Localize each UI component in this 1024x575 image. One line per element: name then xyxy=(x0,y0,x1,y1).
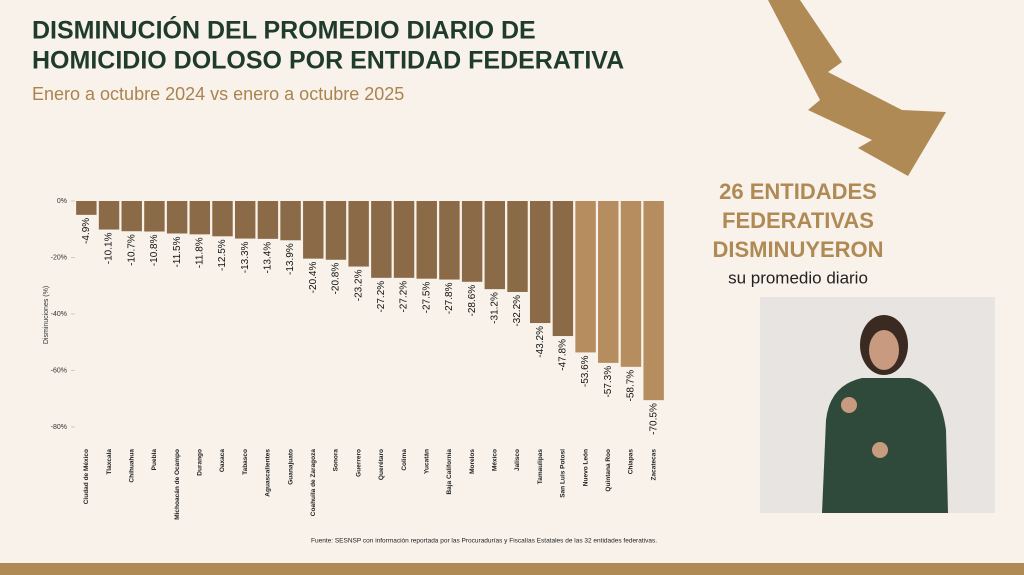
x-tick-label: Tamaulipas xyxy=(537,449,544,485)
bar xyxy=(598,201,619,363)
value-label: -11.5% xyxy=(172,236,183,267)
video-panel xyxy=(760,297,995,513)
bar xyxy=(280,201,301,241)
y-tick-label: 0% xyxy=(57,198,67,205)
bar xyxy=(620,201,642,367)
value-label: -47.8% xyxy=(558,339,569,371)
title-line: DISMINUCIÓN DEL PROMEDIO DIARIO DE xyxy=(32,15,536,45)
x-tick-label: Chihuahua xyxy=(128,449,135,483)
y-tick-label: -40% xyxy=(51,311,67,318)
bar xyxy=(393,201,415,278)
value-label: -70.5% xyxy=(648,403,659,435)
x-tick-label: Ciudad de México xyxy=(83,449,90,504)
x-tick-label: México xyxy=(492,449,499,471)
x-tick-label: Quintana Roo xyxy=(605,449,612,492)
bar xyxy=(371,201,392,278)
value-label: -32.2% xyxy=(512,295,523,327)
x-tick-label: Oaxaca xyxy=(219,449,226,473)
bar xyxy=(552,201,574,337)
y-tick-label: -20% xyxy=(51,254,67,261)
x-tick-label: San Luis Potosí xyxy=(560,449,567,498)
value-label: -23.2% xyxy=(353,269,364,301)
value-label: -43.2% xyxy=(535,326,546,358)
x-tick-label: Aguascalientes xyxy=(265,449,272,497)
value-label: -57.3% xyxy=(603,366,614,398)
x-tick-label: Guanajuato xyxy=(287,449,294,485)
x-tick-label: Morelos xyxy=(469,449,476,474)
x-tick-label: Chiapas xyxy=(628,449,635,475)
value-label: -27.2% xyxy=(376,281,387,313)
y-tick-label: -60% xyxy=(51,367,67,374)
x-tick-label: Colima xyxy=(401,449,408,471)
bar xyxy=(121,201,142,232)
bar xyxy=(643,201,664,401)
value-label: -10.1% xyxy=(104,232,115,264)
highlight-line: FEDERATIVAS xyxy=(722,208,874,233)
highlight-sub: su promedio diario xyxy=(728,268,868,287)
value-label: -13.3% xyxy=(240,241,251,273)
x-tick-label: Nuevo León xyxy=(582,449,589,486)
bar xyxy=(325,201,347,260)
x-tick-label: Yucatán xyxy=(423,449,430,474)
bar xyxy=(575,201,596,353)
value-label: -27.2% xyxy=(399,281,410,313)
value-label: -10.8% xyxy=(149,234,160,266)
bar xyxy=(439,201,460,280)
value-label: -20.4% xyxy=(308,262,319,294)
value-label: -12.5% xyxy=(217,239,228,271)
x-tick-label: Coahuila de Zaragoza xyxy=(310,449,317,517)
value-label: -20.8% xyxy=(331,263,342,295)
value-label: -13.4% xyxy=(263,242,274,274)
bar xyxy=(348,201,369,267)
x-tick-label: Michoacán de Ocampo xyxy=(174,449,181,520)
interpreter-hand xyxy=(872,442,888,458)
x-tick-label: Querétaro xyxy=(378,449,385,480)
value-label: -53.6% xyxy=(580,355,591,387)
x-tick-label: Tabasco xyxy=(242,449,249,475)
bar xyxy=(416,201,437,279)
bar xyxy=(257,201,279,239)
value-label: -28.6% xyxy=(467,285,478,317)
value-label: -27.8% xyxy=(444,282,455,314)
x-tick-label: Tlaxcala xyxy=(106,449,113,475)
bar xyxy=(212,201,233,237)
y-tick-label: -80% xyxy=(51,424,67,431)
bar xyxy=(166,201,188,234)
x-tick-label: Guerrero xyxy=(355,449,362,477)
bar xyxy=(484,201,506,290)
bar xyxy=(189,201,211,235)
bar xyxy=(98,201,120,230)
highlight-line: DISMINUYERON xyxy=(712,237,883,262)
value-label: -31.2% xyxy=(489,292,500,324)
value-label: -58.7% xyxy=(626,370,637,402)
title-line: HOMICIDIO DOLOSO POR ENTIDAD FEDERATIVA xyxy=(32,47,624,75)
source: Fuente: SESNSP con información reportada… xyxy=(311,538,657,545)
x-tick-label: Durango xyxy=(197,449,204,476)
y-axis-label: Disminuciones (%) xyxy=(43,286,50,344)
value-label: -27.5% xyxy=(421,282,432,314)
bar xyxy=(76,201,97,215)
interpreter-hand xyxy=(841,397,857,413)
x-tick-label: Baja California xyxy=(446,449,453,495)
arrow xyxy=(768,0,946,176)
value-label: -10.7% xyxy=(126,234,137,266)
bar xyxy=(303,201,324,259)
interpreter-face xyxy=(869,330,899,370)
bar xyxy=(461,201,483,282)
x-tick-label: Puebla xyxy=(151,449,158,471)
value-label: -4.9% xyxy=(81,218,92,244)
bar xyxy=(507,201,528,292)
bar xyxy=(234,201,256,239)
x-tick-label: Zacatecas xyxy=(650,449,657,481)
value-label: -13.9% xyxy=(285,243,296,275)
value-label: -11.8% xyxy=(194,237,205,268)
bottom-strip xyxy=(0,563,1024,575)
bar xyxy=(144,201,165,232)
bar xyxy=(529,201,551,324)
x-tick-label: Jalisco xyxy=(514,449,521,471)
highlight-line: 26 ENTIDADES xyxy=(719,179,877,204)
subtitle: Enero a octubre 2024 vs enero a octubre … xyxy=(32,84,404,104)
x-tick-label: Sonora xyxy=(333,449,340,472)
